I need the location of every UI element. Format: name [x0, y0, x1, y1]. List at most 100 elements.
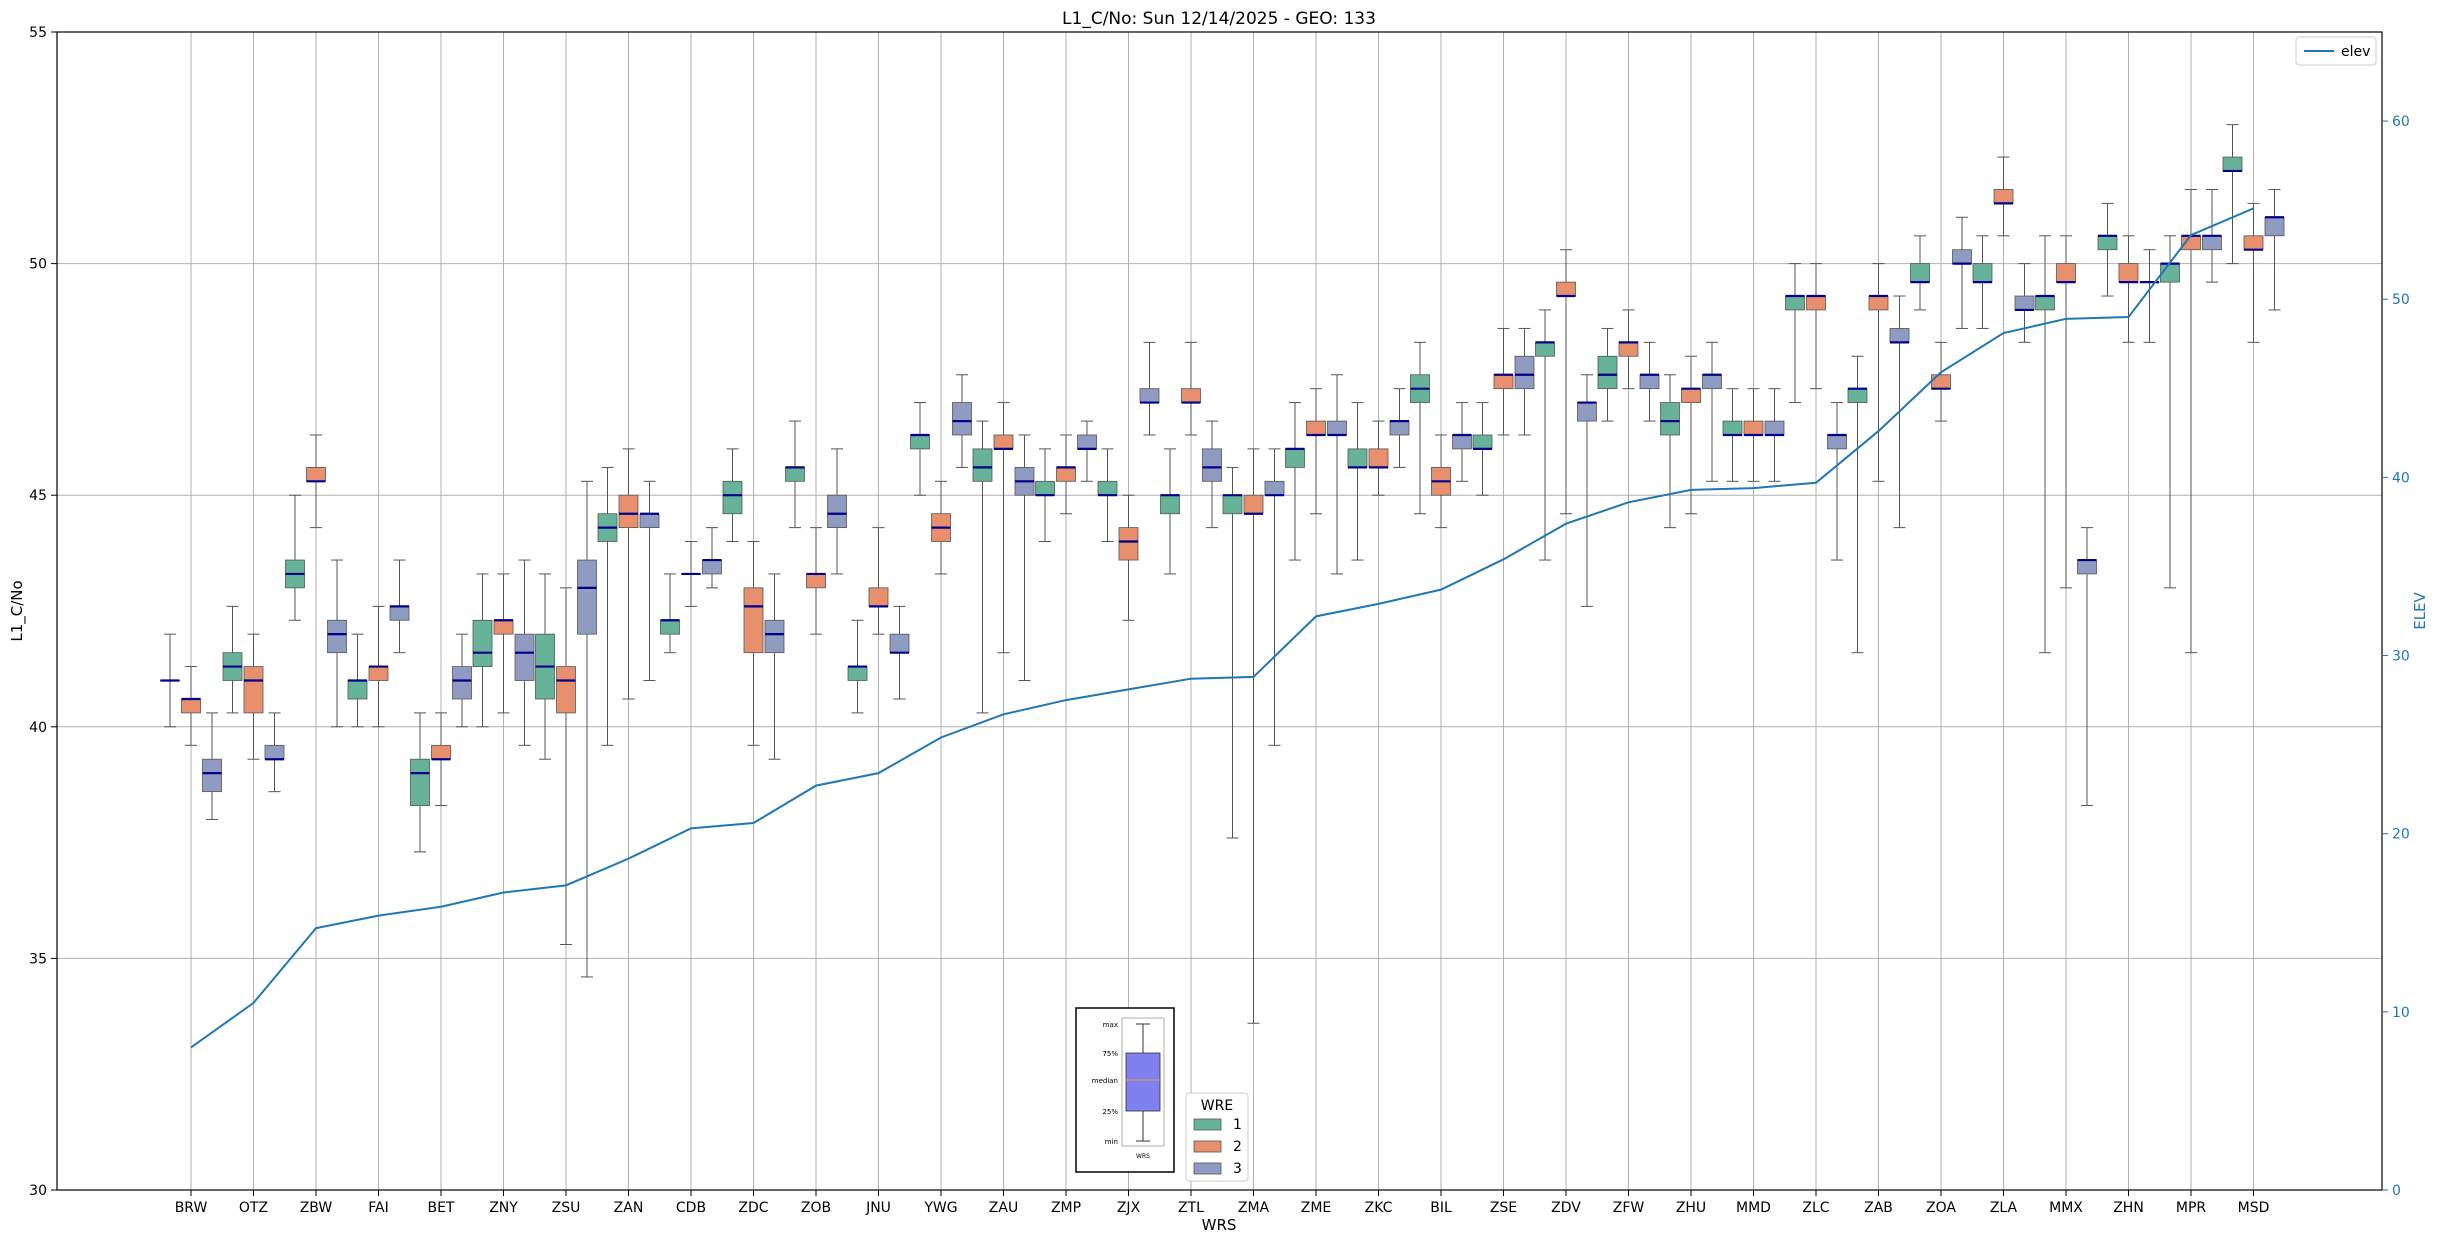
box-wre3-otz — [264, 712, 285, 793]
x-tick-label: ZOB — [801, 1200, 831, 1216]
iqr-box — [368, 666, 389, 681]
box-wre3-zla — [2014, 263, 2035, 343]
box-wre3-msd — [2264, 188, 2285, 311]
x-tick-label: ZAU — [989, 1200, 1018, 1216]
wre-legend-box — [1185, 1092, 1249, 1182]
wre-legend-swatch-3 — [1193, 1162, 1222, 1175]
x-tick-label: ZAB — [1864, 1200, 1893, 1216]
box-wre2-fai — [368, 605, 389, 728]
iqr-box — [847, 666, 868, 681]
box-wre2-jnu — [868, 527, 889, 635]
chart-title: L1_C/No: Sun 12/14/2025 - GEO: 133 — [1062, 9, 1376, 29]
wre-legend-swatch-2 — [1193, 1140, 1222, 1153]
box-wre3-zab — [1889, 295, 1910, 529]
wre-legend-swatch-1 — [1193, 1118, 1222, 1131]
wre-legend-title: WRE — [1201, 1098, 1233, 1114]
x-tick-label: ZAN — [614, 1200, 644, 1216]
iqr-box — [1097, 480, 1118, 496]
box-wre3-cdb — [702, 527, 722, 589]
box-wre2-zkc — [1368, 420, 1389, 496]
x-tick-label: ZOA — [1926, 1200, 1956, 1216]
iqr-box — [1035, 480, 1055, 496]
box-wre2-ztl — [1181, 341, 1201, 436]
box-wre1-zhu — [1660, 374, 1680, 529]
iqr-box — [972, 448, 993, 482]
y-tick-label: 45 — [29, 488, 47, 504]
iqr-box — [1702, 374, 1722, 390]
box-wre3-mpr — [2202, 188, 2222, 283]
box-wre2-zoa — [1931, 341, 1951, 422]
iqr-box — [660, 619, 680, 635]
box-wre2-mmx — [2056, 235, 2076, 589]
box-wre2-zlc — [1806, 263, 1826, 390]
box-wre2-mpr — [2181, 188, 2201, 654]
iqr-box — [1056, 467, 1076, 482]
iqr-box — [702, 559, 722, 575]
box-wre2-ywg — [931, 480, 951, 575]
iqr-box — [1347, 448, 1368, 468]
box-wre2-zhu — [1681, 355, 1701, 515]
x-tick-label: JNU — [865, 1200, 891, 1216]
y2-tick-label: 50 — [2392, 292, 2410, 308]
iqr-box — [452, 666, 472, 700]
box-wre3-zhu — [1702, 341, 1722, 482]
y2-tick-label: 0 — [2392, 1183, 2401, 1199]
x-tick-label: BET — [427, 1200, 454, 1216]
box-wre3-zfw — [1639, 341, 1660, 422]
iqr-box — [1743, 420, 1764, 436]
x-tick-label: YWG — [923, 1200, 957, 1216]
iqr-box — [1535, 341, 1555, 357]
iqr-box — [618, 494, 639, 529]
y-axis-label: L1_C/No — [8, 580, 27, 641]
box-wre2-zsu — [556, 587, 576, 946]
box-wre1-zkc — [1347, 402, 1368, 561]
iqr-box — [1722, 420, 1743, 436]
iqr-box — [827, 494, 847, 529]
iqr-box — [1847, 388, 1868, 403]
iqr-box — [1972, 263, 1993, 283]
x-tick-label: MSD — [2238, 1200, 2270, 1216]
iqr-box — [1243, 494, 1264, 515]
box-wre1-zan — [597, 466, 618, 746]
y-tick-label: 30 — [29, 1183, 47, 1199]
box-wre3-zse — [1514, 327, 1535, 436]
iqr-box — [1368, 448, 1389, 468]
box-wre3-zma — [1264, 448, 1285, 746]
x-tick-label: ZBW — [300, 1200, 333, 1216]
iqr-box — [1160, 494, 1180, 515]
box-wre1-zma — [1222, 466, 1243, 839]
iqr-box — [306, 467, 326, 482]
iqr-box — [1181, 388, 1201, 403]
box-wre3-zmp — [1077, 420, 1097, 482]
box-wre2-zau — [993, 402, 1014, 654]
iqr-box — [1327, 420, 1347, 436]
x-tick-label: ZNY — [489, 1200, 518, 1216]
x-tick-label: ZMP — [1051, 1200, 1081, 1216]
box-wre2-zdv — [1556, 249, 1576, 515]
iqr-box — [472, 619, 493, 667]
box-wre2-otz — [243, 633, 264, 760]
box-wre1-zse — [1472, 402, 1493, 496]
box-wre2-zbw — [306, 434, 326, 529]
iqr-box — [1597, 355, 1618, 390]
y-tick-label: 55 — [29, 25, 47, 41]
box-wre2-zmp — [1056, 434, 1076, 515]
box-wre3-bil — [1452, 402, 1472, 482]
box-wre2-mmd — [1743, 388, 1764, 482]
y-tick-label: 50 — [29, 257, 47, 273]
iqr-box — [243, 666, 264, 714]
box-wre1-bil — [1410, 341, 1430, 515]
iqr-box — [264, 744, 285, 760]
box-wre3-zau — [1014, 434, 1035, 681]
iqr-box — [1139, 388, 1160, 403]
box-wre3-bet — [452, 633, 472, 728]
x-tick-label: ZJX — [1117, 1200, 1141, 1216]
box-wre2-bil — [1431, 434, 1451, 529]
box-wre2-brw — [181, 666, 201, 746]
iqr-box — [2077, 559, 2097, 575]
box-wre1-zdv — [1535, 309, 1555, 561]
box-wre2-zab — [1868, 263, 1889, 482]
box-wre2-zla — [1993, 156, 2014, 237]
